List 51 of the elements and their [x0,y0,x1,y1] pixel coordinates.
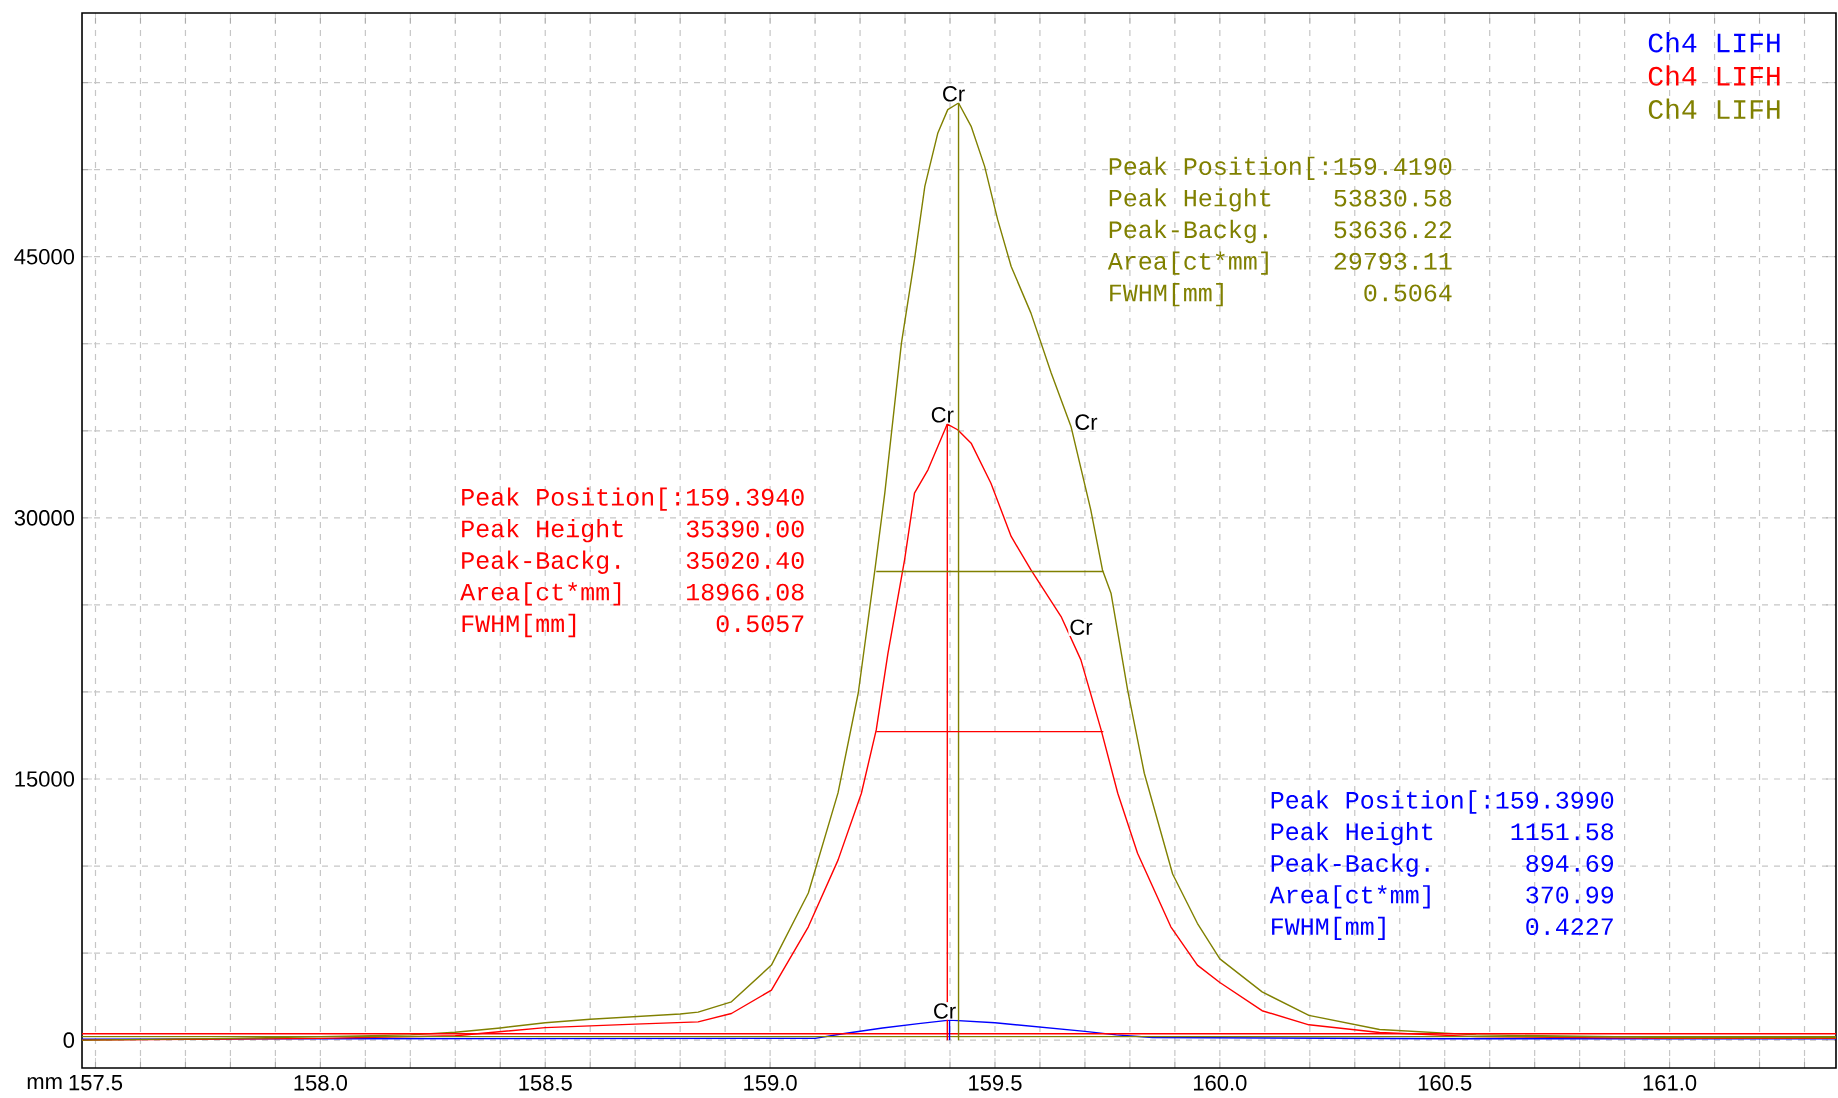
annotation: FWHM[mm] [1110,283,1223,307]
annotation: 1151.58 [1511,823,1614,841]
x-axis-title: mm [27,1077,62,1089]
x-tick-label: 157.5 [69,1075,123,1091]
annotation: 29793.11 [1334,252,1452,270]
annotation: 0.5064 [1364,284,1452,302]
annotation: :159.3940 [676,488,804,506]
annotation: :159.3990 [1485,791,1614,809]
annotation: 53636.22 [1334,221,1452,239]
annotation: Peak-Backg. [1271,853,1429,877]
annotation: 35020.40 [686,552,804,569]
x-tick-label: 158.5 [519,1075,572,1091]
annotation: Peak Position[ [1271,790,1477,814]
y-tick-label: 0 [63,1032,75,1048]
y-tick-label: 15000 [15,771,75,787]
x-tick-label: 160.5 [1418,1075,1472,1091]
text: Ch4 LIFH [1648,31,1780,53]
annotation: 35390.00 [686,520,804,538]
annotation: 0.4227 [1526,918,1613,936]
annotation: Area[ct*mm] [460,582,621,606]
annotation: FWHM[mm] [1272,916,1385,941]
annotation: Cr [1070,619,1093,635]
annotation: Peak Height [1109,188,1271,212]
annotation: Peak-Backg. [462,550,620,574]
annotation: 0.5057 [716,615,804,633]
annotation: FWHM[mm] [462,613,576,638]
annotation: 53830.58 [1334,189,1452,207]
annotation: 18966.08 [687,583,804,601]
annotation: Peak Height [1271,821,1433,846]
text: Ch4 LIFH [1648,98,1780,120]
annotation: 894.69 [1526,854,1614,872]
annotation: Peak-Backg. [1109,219,1267,244]
x-tick-label: 161.0 [1643,1075,1697,1091]
x-tick-label: 160.0 [1193,1075,1247,1091]
text: Ch4 LIFH [1648,65,1780,86]
annotation: :159.4190 [1323,158,1452,176]
y-tick-label: 30000 [14,510,75,526]
x-tick-label: 159.0 [744,1075,797,1091]
x-tick-label: 159.5 [969,1075,1022,1091]
annotation: Peak Position[ [1109,156,1315,180]
annotation: Cr [931,407,954,423]
annotation: Cr [934,1003,956,1019]
annotation: Area[ct*mm] [1269,885,1430,909]
annotation: Area[ct*mm] [1107,251,1268,275]
y-tick-label: 45000 [14,248,75,265]
annotation: Cr [1075,414,1098,430]
annotation: 370.99 [1526,886,1614,904]
x-tick-label: 158.0 [294,1075,348,1091]
annotation: Cr [943,86,965,102]
annotation: Peak Height [462,519,623,543]
annotation: Peak Position[ [462,487,667,511]
